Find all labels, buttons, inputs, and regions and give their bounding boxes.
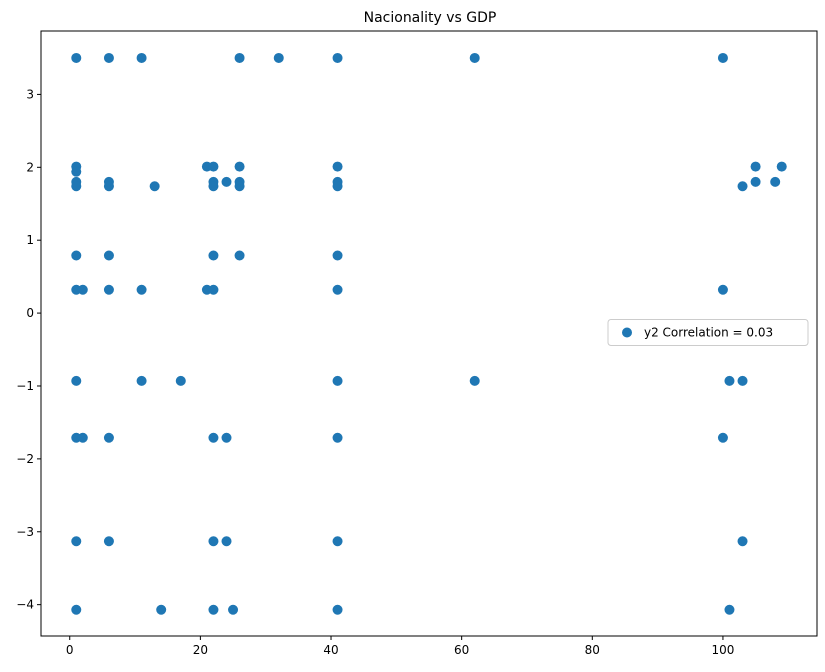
y-tick-label: 0 (26, 306, 34, 320)
data-point (208, 161, 219, 172)
data-point (332, 161, 343, 172)
x-tick-label: 20 (193, 643, 208, 657)
data-point (136, 375, 147, 386)
data-point (103, 432, 114, 443)
data-point (71, 250, 82, 261)
x-tick-label: 80 (585, 643, 600, 657)
data-point (332, 432, 343, 443)
data-point (717, 284, 728, 295)
data-point (208, 432, 219, 443)
y-tick-label: −4 (16, 598, 34, 612)
x-tick-label: 0 (66, 643, 74, 657)
data-point (717, 432, 728, 443)
data-point (149, 181, 160, 192)
data-point (77, 284, 88, 295)
data-point (103, 181, 114, 192)
y-tick-label: −1 (16, 379, 34, 393)
y-tick-label: 2 (26, 160, 34, 174)
data-point (77, 432, 88, 443)
y-tick-label: 1 (26, 233, 34, 247)
data-point (103, 250, 114, 261)
data-point (332, 604, 343, 615)
data-point (208, 181, 219, 192)
data-point (71, 52, 82, 63)
data-point (221, 176, 232, 187)
data-point (717, 52, 728, 63)
data-point (71, 166, 82, 177)
data-point (71, 181, 82, 192)
x-tick-label: 40 (323, 643, 338, 657)
data-point (156, 604, 167, 615)
data-point (136, 284, 147, 295)
data-point (136, 52, 147, 63)
data-point (737, 536, 748, 547)
data-point (71, 375, 82, 386)
data-point (273, 52, 284, 63)
data-point (103, 52, 114, 63)
data-point (724, 604, 735, 615)
data-point (724, 375, 735, 386)
data-point (770, 176, 781, 187)
data-point (175, 375, 186, 386)
data-point (234, 52, 245, 63)
data-point (776, 161, 787, 172)
data-point (208, 604, 219, 615)
data-point (469, 52, 480, 63)
data-point (228, 604, 239, 615)
data-point (71, 536, 82, 547)
data-point (332, 375, 343, 386)
legend-marker (622, 327, 632, 338)
data-point (71, 604, 82, 615)
x-axis-ticks: 0 20 40 60 80 100 (66, 636, 734, 657)
data-point (332, 250, 343, 261)
data-point (234, 181, 245, 192)
chart-title: Nacionality vs GDP (364, 10, 497, 26)
data-point (750, 161, 761, 172)
y-axis-ticks: −4 −3 −2 −1 0 1 2 3 (16, 87, 41, 612)
y-tick-label: −3 (16, 525, 34, 539)
data-point (332, 181, 343, 192)
data-point (234, 161, 245, 172)
legend-box (607, 319, 809, 346)
data-point (208, 536, 219, 547)
legend-label: y2 Correlation = 0.03 (644, 326, 773, 340)
y-tick-label: 3 (26, 87, 34, 101)
data-point (234, 250, 245, 261)
data-point (737, 181, 748, 192)
legend: y2 Correlation = 0.03 (607, 319, 809, 346)
plot-frame (40, 30, 818, 637)
data-point (208, 284, 219, 295)
data-point (221, 536, 232, 547)
x-tick-label: 60 (454, 643, 469, 657)
data-point (469, 375, 480, 386)
data-point (103, 284, 114, 295)
data-point (750, 176, 761, 187)
data-point (332, 52, 343, 63)
data-point (221, 432, 232, 443)
data-point (332, 536, 343, 547)
y-tick-label: −2 (16, 452, 34, 466)
data-point (103, 536, 114, 547)
x-tick-label: 100 (711, 643, 734, 657)
data-point (332, 284, 343, 295)
data-point (208, 250, 219, 261)
points-layer (71, 52, 787, 615)
data-point (737, 375, 748, 386)
